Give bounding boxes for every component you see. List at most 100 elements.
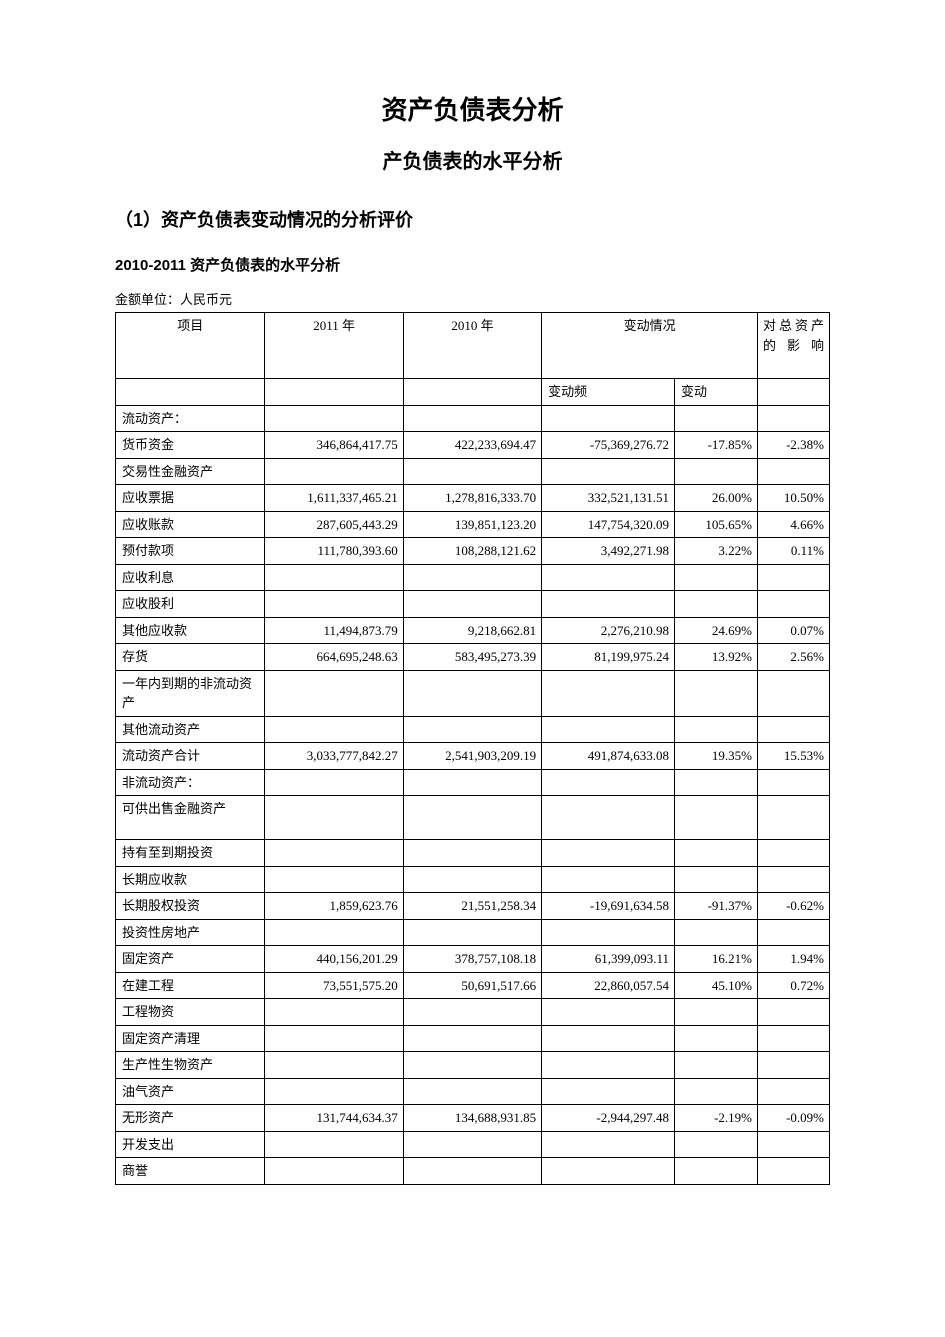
cell-item: 一年内到期的非流动资产 xyxy=(116,670,265,716)
cell-2011 xyxy=(265,670,403,716)
cell-item: 应收账款 xyxy=(116,511,265,538)
cell-impact xyxy=(758,591,830,618)
cell-2011 xyxy=(265,405,403,432)
table-row: 一年内到期的非流动资产 xyxy=(116,670,830,716)
cell-impact: 0.07% xyxy=(758,617,830,644)
cell-item: 油气资产 xyxy=(116,1078,265,1105)
subhead-empty-2 xyxy=(265,379,403,406)
cell-2011 xyxy=(265,796,403,840)
cell-2011 xyxy=(265,840,403,867)
cell-impact xyxy=(758,1078,830,1105)
cell-impact xyxy=(758,1025,830,1052)
cell-2011 xyxy=(265,999,403,1026)
cell-2011 xyxy=(265,919,403,946)
cell-item: 持有至到期投资 xyxy=(116,840,265,867)
cell-2010: 108,288,121.62 xyxy=(403,538,541,565)
cell-item: 流动资产： xyxy=(116,405,265,432)
section-heading: （1）资产负债表变动情况的分析评价 xyxy=(115,206,830,232)
cell-change-amt xyxy=(542,670,675,716)
cell-item: 其他应收款 xyxy=(116,617,265,644)
cell-2010 xyxy=(403,591,541,618)
cell-impact: -0.09% xyxy=(758,1105,830,1132)
table-head: 项目 2011 年 2010 年 变动情况 对总资产的影响 变动频 变动 xyxy=(116,313,830,406)
cell-2010: 134,688,931.85 xyxy=(403,1105,541,1132)
cell-item: 在建工程 xyxy=(116,972,265,999)
cell-2011: 131,744,634.37 xyxy=(265,1105,403,1132)
cell-change-amt xyxy=(542,1025,675,1052)
cell-change-amt xyxy=(542,458,675,485)
table-row: 货币资金346,864,417.75422,233,694.47-75,369,… xyxy=(116,432,830,459)
cell-item: 长期应收款 xyxy=(116,866,265,893)
cell-2010 xyxy=(403,999,541,1026)
cell-impact: -0.62% xyxy=(758,893,830,920)
cell-2010 xyxy=(403,1131,541,1158)
unit-label: 金额单位：人民币元 xyxy=(115,289,830,308)
cell-2011: 11,494,873.79 xyxy=(265,617,403,644)
cell-2010 xyxy=(403,405,541,432)
cell-item: 开发支出 xyxy=(116,1131,265,1158)
cell-item: 投资性房地产 xyxy=(116,919,265,946)
cell-item: 流动资产合计 xyxy=(116,743,265,770)
cell-impact: 15.53% xyxy=(758,743,830,770)
table-row: 无形资产131,744,634.37134,688,931.85-2,944,2… xyxy=(116,1105,830,1132)
cell-impact xyxy=(758,919,830,946)
cell-item: 应收利息 xyxy=(116,564,265,591)
cell-2011: 346,864,417.75 xyxy=(265,432,403,459)
cell-2011: 3,033,777,842.27 xyxy=(265,743,403,770)
cell-change-pct xyxy=(674,405,757,432)
cell-impact: 0.11% xyxy=(758,538,830,565)
cell-2010 xyxy=(403,840,541,867)
cell-change-amt: 491,874,633.08 xyxy=(542,743,675,770)
cell-impact: -2.38% xyxy=(758,432,830,459)
cell-change-pct xyxy=(674,1025,757,1052)
table-row: 固定资产440,156,201.29378,757,108.1861,399,0… xyxy=(116,946,830,973)
table-row: 存货664,695,248.63583,495,273.3981,199,975… xyxy=(116,644,830,671)
cell-change-pct xyxy=(674,840,757,867)
cell-impact: 10.50% xyxy=(758,485,830,512)
subhead-empty-3 xyxy=(403,379,541,406)
cell-change-amt xyxy=(542,564,675,591)
table-row: 在建工程73,551,575.2050,691,517.6622,860,057… xyxy=(116,972,830,999)
cell-change-pct: -91.37% xyxy=(674,893,757,920)
cell-change-amt xyxy=(542,796,675,840)
cell-change-amt: 3,492,271.98 xyxy=(542,538,675,565)
cell-2010: 9,218,662.81 xyxy=(403,617,541,644)
cell-change-amt xyxy=(542,866,675,893)
cell-impact xyxy=(758,1158,830,1185)
cell-2011 xyxy=(265,1052,403,1079)
table-row: 应收股利 xyxy=(116,591,830,618)
cell-2010 xyxy=(403,769,541,796)
table-row: 流动资产： xyxy=(116,405,830,432)
cell-item: 商誉 xyxy=(116,1158,265,1185)
cell-item: 可供出售金融资产 xyxy=(116,796,265,840)
cell-2010 xyxy=(403,1025,541,1052)
cell-2011: 1,859,623.76 xyxy=(265,893,403,920)
cell-2010 xyxy=(403,458,541,485)
cell-change-pct xyxy=(674,796,757,840)
cell-impact xyxy=(758,716,830,743)
cell-change-amt: 332,521,131.51 xyxy=(542,485,675,512)
cell-change-amt: 147,754,320.09 xyxy=(542,511,675,538)
cell-change-pct: 19.35% xyxy=(674,743,757,770)
table-row: 工程物资 xyxy=(116,999,830,1026)
sub-heading: 2010-2011 资产负债表的水平分析 xyxy=(115,254,830,275)
cell-change-pct: 45.10% xyxy=(674,972,757,999)
cell-change-pct xyxy=(674,716,757,743)
cell-change-amt: 2,276,210.98 xyxy=(542,617,675,644)
table-row: 油气资产 xyxy=(116,1078,830,1105)
cell-impact xyxy=(758,458,830,485)
table-row: 应收账款287,605,443.29139,851,123.20147,754,… xyxy=(116,511,830,538)
table-row: 可供出售金融资产 xyxy=(116,796,830,840)
cell-change-pct xyxy=(674,564,757,591)
cell-impact xyxy=(758,999,830,1026)
cell-2011 xyxy=(265,1078,403,1105)
cell-change-pct: 24.69% xyxy=(674,617,757,644)
cell-change-amt xyxy=(542,405,675,432)
cell-change-pct: -17.85% xyxy=(674,432,757,459)
cell-impact: 1.94% xyxy=(758,946,830,973)
cell-change-pct: 16.21% xyxy=(674,946,757,973)
cell-change-pct: 105.65% xyxy=(674,511,757,538)
cell-change-pct: 26.00% xyxy=(674,485,757,512)
cell-2010: 50,691,517.66 xyxy=(403,972,541,999)
cell-item: 非流动资产： xyxy=(116,769,265,796)
